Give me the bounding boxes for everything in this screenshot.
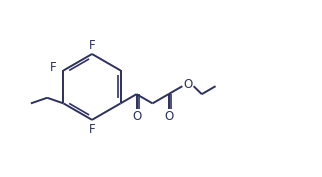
Text: F: F <box>89 123 95 136</box>
Text: O: O <box>132 110 141 123</box>
Text: O: O <box>183 78 193 92</box>
Text: F: F <box>50 61 57 74</box>
Text: F: F <box>89 39 95 52</box>
Text: O: O <box>164 110 173 123</box>
